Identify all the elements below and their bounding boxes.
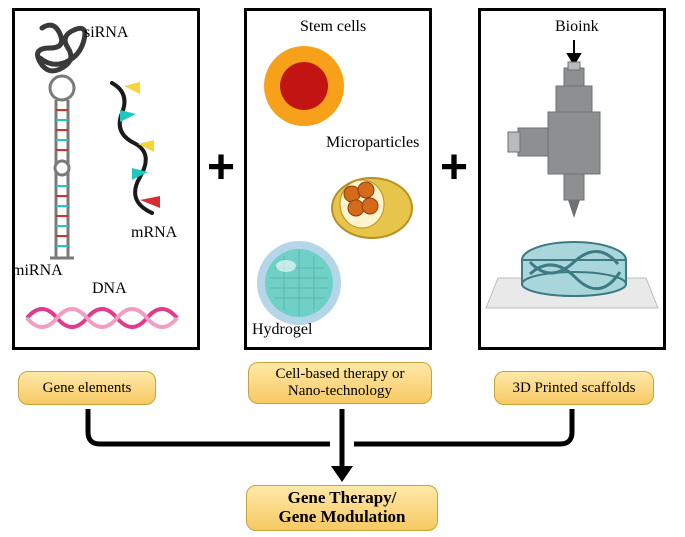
flow-arrow-icon	[0, 0, 685, 537]
